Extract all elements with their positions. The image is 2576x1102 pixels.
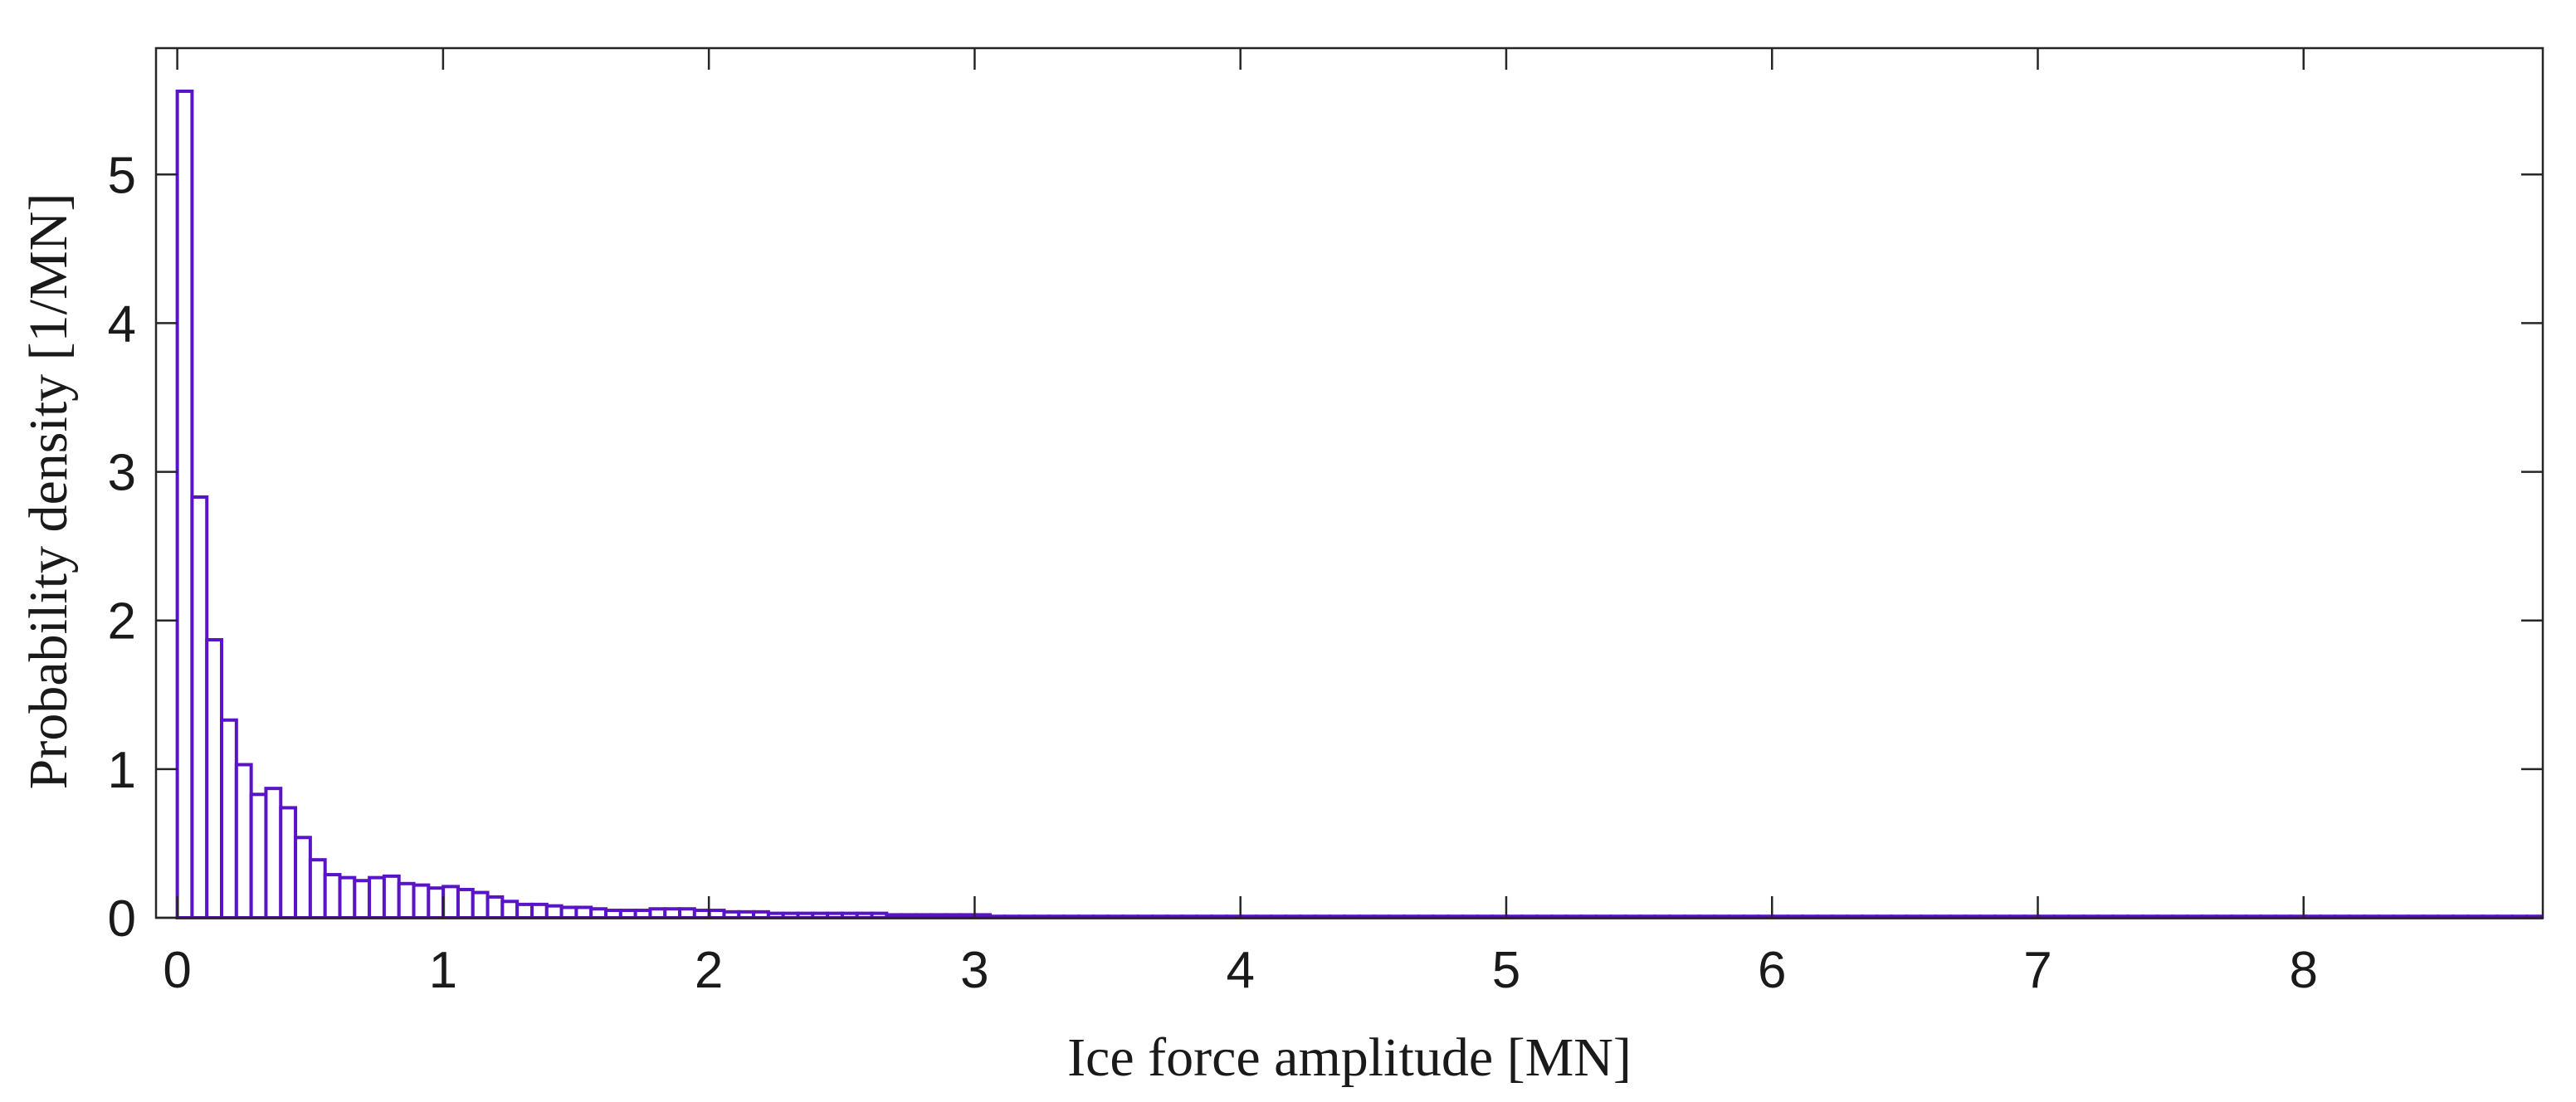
x-tick-label: 5 [1492,942,1520,999]
y-tick-label: 0 [108,890,136,948]
histogram-bar [234,763,253,919]
histogram-bar [338,875,357,919]
histogram-bar [574,905,593,920]
histogram-bar [412,883,431,919]
x-tick-label: 7 [2023,942,2052,999]
histogram-bar [397,881,416,920]
histogram-bar [500,900,520,920]
histogram-bar [323,873,342,919]
x-tick-label: 6 [1758,942,1786,999]
histogram-bar [663,907,682,920]
histogram-bar [279,806,298,920]
histogram-bar [456,887,475,920]
ticks-layer: 0 1 2 3 4 5 6 7 8 0 1 2 3 4 5 [108,48,2543,999]
histogram-bar [678,907,696,920]
x-tick-label: 8 [2290,942,2318,999]
histogram-bar [648,907,667,920]
histogram-bar [604,909,622,919]
histogram-bar [308,858,327,919]
histogram-bar [515,902,534,920]
histogram-bar [205,637,224,919]
x-tick-label: 0 [163,942,191,999]
x-axis-label: Ice force amplitude [MN] [1067,1027,1632,1088]
histogram-bar [544,904,564,919]
histogram-bar [559,905,578,920]
y-tick-label: 5 [108,147,136,204]
histogram-bar [471,890,490,919]
histogram-bar [382,874,401,920]
histogram-bar [190,495,209,919]
histogram-bar [220,718,238,919]
histogram-bar [294,836,312,919]
histogram-bar [633,909,652,919]
histogram-bar [353,879,372,919]
histogram-bar [618,909,637,919]
x-tick-label: 2 [695,942,723,999]
x-tick-label: 3 [960,942,988,999]
histogram-bar [529,902,549,920]
x-tick-label: 1 [429,942,457,999]
histogram-bar [264,787,283,920]
y-tick-label: 3 [108,445,136,502]
histogram-bar [485,895,505,920]
x-tick-label: 4 [1226,942,1254,999]
histogram-bar [442,885,460,920]
histogram-bar [427,886,446,919]
axes-box [154,46,2544,919]
histogram-bar [692,909,711,919]
histogram-bar [249,792,268,919]
y-tick-label: 4 [108,295,136,353]
y-tick-label: 1 [108,742,136,799]
histogram-bar [589,907,608,920]
histogram-bar [175,89,194,919]
histogram-bar [368,875,386,919]
histogram-bar [707,909,726,919]
y-tick-label: 2 [108,593,136,651]
plot-area [156,48,2543,918]
y-axis-label: Probability density [1/MN] [18,193,79,790]
